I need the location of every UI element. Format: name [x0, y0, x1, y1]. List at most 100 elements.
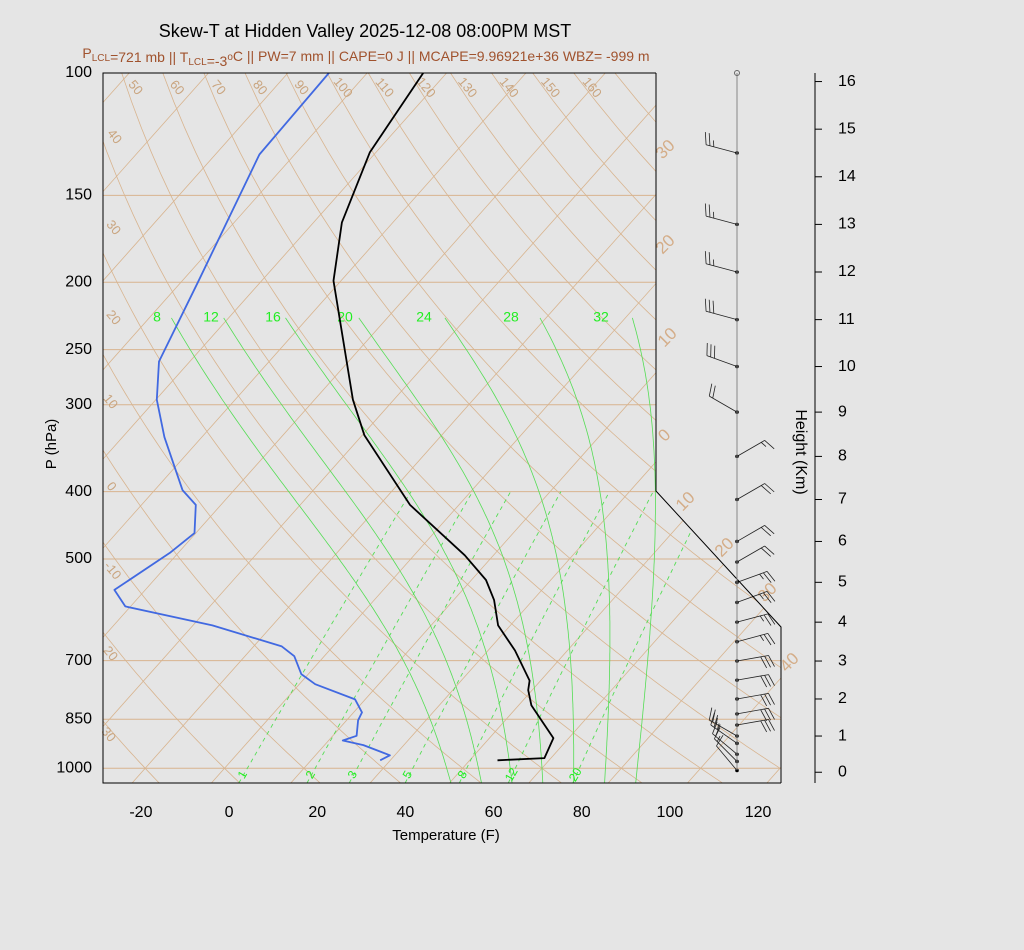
y-tick-label: 100 [65, 64, 92, 81]
y2-tick-label: 2 [838, 690, 847, 707]
wind-barb [736, 693, 775, 707]
x-tick-label: 0 [225, 804, 234, 821]
mixing-ratio-label: 12 [502, 765, 521, 784]
x-tick-label: -20 [129, 804, 152, 821]
isotherm [103, 73, 368, 783]
dry-adiabat-label: 100 [331, 74, 356, 100]
moist-adiabat-label: 20 [337, 309, 353, 325]
wind-barb [716, 734, 738, 771]
isotherm [103, 73, 289, 783]
dry-adiabat [862, 73, 1024, 783]
x-tick-label: 120 [745, 804, 772, 821]
y-tick-label: 400 [65, 483, 92, 500]
isotherm-label: 10 [654, 324, 681, 351]
moist-adiabat-label: 28 [503, 309, 519, 325]
chart-title: Skew-T at Hidden Valley 2025-12-08 08:00… [159, 21, 572, 41]
wind-barb [736, 674, 775, 688]
moist-adiabat [539, 317, 611, 783]
wind-barb [736, 440, 775, 457]
y2-tick-label: 13 [838, 216, 856, 233]
isotherm-label: 30 [98, 724, 119, 745]
y2-tick-label: 1 [838, 727, 847, 744]
dry-adiabat-label: 80 [250, 77, 271, 98]
y2-tick-label: 15 [838, 120, 856, 137]
y-tick-label: 500 [65, 550, 92, 567]
isotherm-label: 40 [104, 126, 125, 147]
moist-adiabat-label: 32 [593, 309, 609, 325]
subtitle-part: =721 mb || T [110, 49, 189, 65]
wind-barb [708, 707, 738, 737]
moist-adiabat [358, 317, 544, 783]
isotherm-label: 0 [654, 425, 674, 445]
wind-barb [736, 525, 775, 542]
y2-tick-label: 0 [838, 763, 847, 780]
wind-barb [704, 298, 738, 321]
x-tick-label: 20 [308, 804, 326, 821]
y-tick-label: 1000 [56, 759, 92, 776]
isotherm-label: 10 [100, 391, 121, 412]
dry-adiabat [121, 73, 723, 783]
wind-staff-top [734, 70, 740, 76]
wind-barb [704, 251, 738, 273]
isotherm [103, 73, 527, 783]
dry-adiabat [244, 73, 781, 783]
subtitle-part: P [82, 45, 91, 61]
isotherm-label: 20 [103, 307, 124, 328]
mixing-ratio-label: 5 [400, 768, 416, 781]
dry-adiabat [203, 73, 781, 783]
isotherm [846, 73, 1024, 783]
dry-adiabat [103, 73, 240, 783]
dry-adiabat-label: 110 [372, 75, 397, 101]
y2-tick-label: 3 [838, 652, 847, 669]
mixing-ratio-line [572, 491, 712, 783]
y2-tick-label: 14 [838, 168, 856, 185]
wind-barb [736, 483, 775, 500]
sounding-line [332, 72, 555, 762]
dry-adiabat [367, 73, 781, 783]
mixing-ratio-line [348, 491, 512, 783]
isotherm [103, 73, 447, 783]
dry-adiabat [696, 73, 781, 783]
mixing-ratio-line [458, 491, 610, 783]
y2-axis-label: Height (Km) [792, 409, 809, 494]
isotherm-label: 40 [776, 649, 803, 676]
wind-barb [706, 342, 738, 367]
y2-tick-label: 9 [838, 403, 847, 420]
dry-adiabat-label: 140 [497, 74, 522, 100]
plot-border [655, 73, 782, 783]
mixing-ratio-label: 20 [566, 765, 585, 784]
dry-adiabat-label: 90 [291, 77, 312, 98]
mixing-ratio-line [306, 491, 473, 783]
wind-barb [736, 719, 775, 733]
y2-tick-label: 8 [838, 448, 847, 465]
wind-barb [704, 203, 738, 225]
y-axis-label: P (hPa) [43, 419, 60, 470]
dry-adiabat-label: 70 [208, 77, 229, 98]
x-tick-label: 100 [657, 804, 684, 821]
subtitle-subscript: LCL [188, 57, 207, 68]
isotherm [528, 73, 781, 783]
dry-adiabat [103, 73, 160, 783]
wind-barb [736, 655, 775, 669]
subtitle-subscript: LCL [92, 53, 111, 64]
wind-barb [736, 633, 776, 646]
wind-barb [736, 707, 775, 722]
y-tick-label: 150 [65, 187, 92, 204]
dry-adiabat [326, 73, 781, 783]
y2-tick-label: 12 [838, 263, 856, 280]
y-tick-label: 250 [65, 341, 92, 358]
moist-adiabat [632, 317, 656, 783]
y2-tick-label: 5 [838, 574, 847, 591]
subtitle-part: =-3 [207, 53, 228, 69]
moist-adiabat [444, 317, 575, 783]
wind-barb [708, 383, 738, 413]
wind-level-dot [735, 768, 739, 773]
mixing-ratio-label: 3 [345, 768, 361, 781]
mixing-ratio-line [507, 491, 654, 783]
mixing-ratio-line [238, 491, 412, 783]
wind-barb [736, 613, 776, 626]
dry-adiabat-label: 120 [414, 74, 439, 100]
isotherm [131, 73, 765, 783]
wind-barb [704, 132, 738, 154]
